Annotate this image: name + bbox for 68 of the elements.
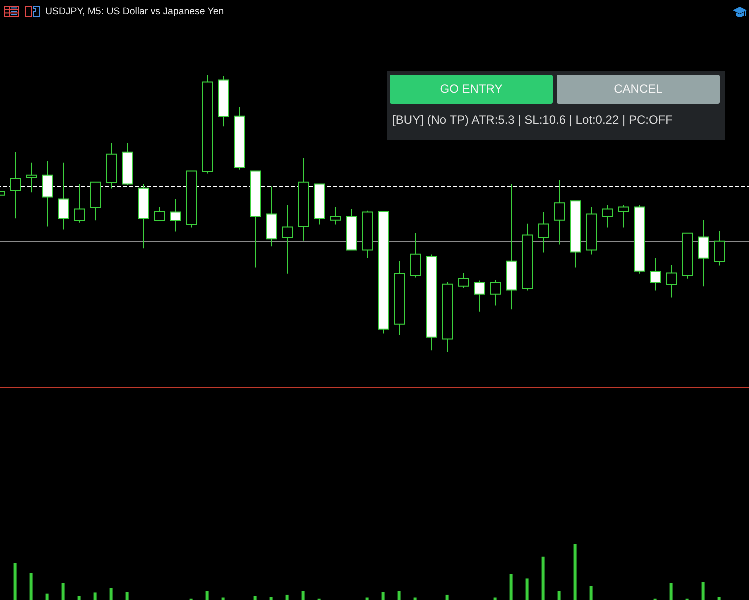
candlestick — [410, 232, 421, 278]
bar — [558, 591, 561, 600]
candlestick — [634, 204, 645, 274]
candlestick — [186, 170, 197, 228]
bar — [302, 591, 305, 600]
bar — [510, 574, 513, 600]
button: CANCEL — [557, 74, 720, 104]
candlestick — [714, 230, 725, 266]
candlestick — [298, 158, 309, 242]
bar — [254, 596, 257, 600]
candlestick — [362, 210, 373, 259]
candlestick — [474, 280, 485, 312]
candlestick — [234, 106, 245, 170]
bar — [574, 544, 577, 600]
candlestick — [282, 204, 293, 274]
candlestick — [378, 210, 389, 334]
annotation: [BUY] (No TP) ATR:5.3 | SL:10.6 | Lot:0.22 | PC:OFF — [392, 113, 673, 128]
candlestick — [650, 258, 661, 292]
candlestick — [586, 206, 597, 256]
bar — [126, 592, 129, 600]
candlestick — [426, 254, 437, 352]
candlestick — [74, 183, 85, 224]
candlestick — [154, 206, 165, 222]
candlestick — [570, 200, 581, 268]
candlestick — [26, 162, 37, 194]
button: GO ENTRY — [390, 74, 553, 104]
candlestick — [218, 76, 229, 128]
candlestick — [522, 223, 533, 292]
candlestick — [442, 282, 453, 353]
candlestick — [170, 198, 181, 232]
bar — [62, 583, 65, 600]
candlestick — [346, 208, 357, 251]
bar — [110, 588, 113, 600]
bar — [702, 582, 705, 600]
candlestick — [666, 264, 677, 298]
bar — [590, 586, 593, 600]
bar — [542, 556, 545, 600]
candlestick — [602, 204, 613, 228]
candlestick — [554, 180, 565, 246]
candlestick — [538, 212, 549, 254]
bar — [670, 583, 673, 600]
bar — [382, 592, 385, 600]
chart-title: USDJPY, M5: US Dollar vs Japanese Yen — [46, 6, 224, 18]
bar — [270, 597, 273, 600]
candlestick — [90, 182, 101, 222]
candlestick — [330, 206, 341, 226]
candlestick — [394, 260, 405, 336]
bar — [14, 563, 17, 600]
annotation: GO ENTRY — [440, 82, 503, 96]
annotation: CANCEL — [614, 82, 663, 96]
bar — [206, 591, 209, 600]
bar — [718, 597, 721, 600]
candlestick — [202, 74, 213, 174]
bar — [446, 594, 449, 600]
candlestick — [682, 232, 693, 280]
bar — [526, 578, 529, 600]
bar — [398, 591, 401, 600]
candlestick — [10, 152, 21, 220]
bar — [30, 573, 33, 600]
candlestick — [490, 279, 501, 306]
candlestick — [618, 204, 629, 228]
candlestick — [106, 142, 117, 190]
bar — [286, 594, 289, 600]
candlestick — [698, 220, 709, 288]
bar — [78, 596, 81, 600]
bar — [94, 592, 97, 600]
bar — [46, 594, 49, 600]
candlestick — [458, 272, 469, 289]
